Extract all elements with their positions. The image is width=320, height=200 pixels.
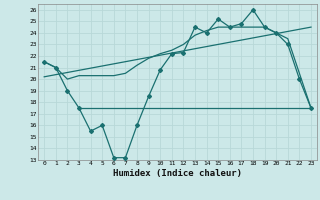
X-axis label: Humidex (Indice chaleur): Humidex (Indice chaleur) (113, 169, 242, 178)
